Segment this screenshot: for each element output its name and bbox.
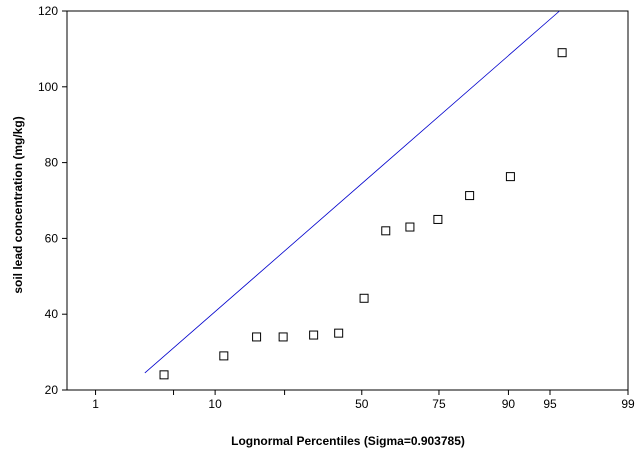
y-tick-label: 80 (45, 156, 59, 170)
x-tick-label: 75 (432, 397, 446, 411)
x-axis-label: Lognormal Percentiles (Sigma=0.903785) (231, 434, 465, 448)
y-tick-label: 120 (38, 4, 58, 18)
data-point (309, 330, 319, 340)
x-tick-label: 50 (355, 397, 369, 411)
y-tick-label: 20 (45, 383, 59, 397)
axes: 20 40 60 80 100 120 1 10 50 75 90 95 99 (38, 4, 635, 411)
plot-area (66, 10, 629, 391)
data-point (334, 328, 344, 338)
y-tick-label: 40 (45, 307, 59, 321)
x-tick-label: 95 (543, 397, 557, 411)
data-point (219, 351, 229, 361)
x-tick-label: 90 (502, 397, 516, 411)
y-tick-label: 60 (45, 231, 59, 245)
y-tick-label: 100 (38, 80, 58, 94)
y-axis-label: soil lead concentration (mg/kg) (11, 116, 25, 293)
data-point (465, 191, 475, 201)
fit-line (144, 10, 560, 374)
data-point (159, 370, 169, 380)
x-tick-label: 1 (92, 397, 99, 411)
data-point (359, 293, 369, 303)
x-tick-label: 99 (621, 397, 635, 411)
data-point (278, 332, 288, 342)
data-layer (144, 10, 567, 380)
data-point (381, 226, 391, 236)
plot-frame (66, 10, 629, 391)
data-point (405, 222, 415, 232)
data-point (505, 172, 515, 182)
data-point (557, 48, 567, 58)
data-point (433, 214, 443, 224)
x-tick-label: 10 (208, 397, 222, 411)
data-point (252, 332, 262, 342)
